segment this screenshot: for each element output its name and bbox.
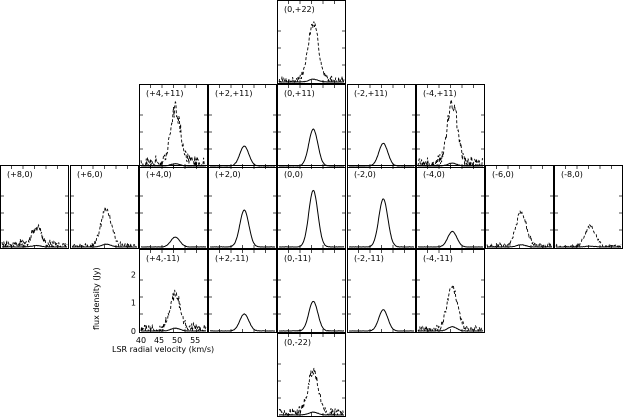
spectrum-panel: (-4,0) xyxy=(416,165,485,249)
spectrum-panel: (+2,+11) xyxy=(208,84,277,168)
scaled-spectrum-line xyxy=(278,367,344,417)
spectrum-panel: (0,-22) xyxy=(277,333,346,417)
x-tick-label: 45 xyxy=(154,336,164,345)
spectrum-line xyxy=(279,300,344,332)
panel-frame xyxy=(347,249,416,333)
spectrum-line xyxy=(141,236,207,248)
spectrum-panel: (+6,0) xyxy=(70,165,139,249)
x-tick-label: 40 xyxy=(136,336,146,345)
spectrum-line xyxy=(209,313,275,332)
spectrum-line xyxy=(279,128,344,167)
panel-position-label: (-4,-11) xyxy=(423,254,453,263)
panel-position-label: (0,+11) xyxy=(284,89,315,98)
scaled-spectrum-line xyxy=(140,100,207,167)
panel-position-label: (+2,0) xyxy=(215,170,241,179)
panel-frame xyxy=(277,249,346,333)
y-axis-title: flux density (Jy) xyxy=(92,267,101,330)
panel-position-label: (0,+22) xyxy=(284,5,315,14)
panel-position-label: (0,-22) xyxy=(284,338,311,347)
scaled-spectrum-line xyxy=(417,283,484,333)
spectrum-panel: (-4,+11) xyxy=(416,84,485,168)
x-tick-label: 55 xyxy=(190,336,200,345)
panel-frame xyxy=(139,165,208,249)
spectrum-panel: (0,+11) xyxy=(277,84,346,168)
spectrum-panel: (-4,-11) xyxy=(416,249,485,333)
spectrum-line xyxy=(349,142,414,167)
spectrum-panel: (+8,0) xyxy=(0,165,69,249)
panel-frame xyxy=(554,165,623,249)
panel-position-label: (-2,0) xyxy=(354,170,376,179)
reference-axes: LSR radial velocity (km/s) flux density … xyxy=(92,267,214,354)
spectrum-panel: (+4,+11) xyxy=(139,84,208,168)
scaled-spectrum-line xyxy=(71,206,137,249)
spectrum-panel: (+4,0) xyxy=(139,165,208,249)
spectrum-line xyxy=(349,198,414,248)
panel-position-label: (+6,0) xyxy=(77,170,103,179)
spectrum-line xyxy=(417,230,483,248)
x-axis-title: LSR radial velocity (km/s) xyxy=(112,345,214,354)
y-tick-label: 0 xyxy=(131,327,136,336)
panel-frame xyxy=(416,165,485,249)
panel-position-label: (-6,0) xyxy=(492,170,514,179)
panel-frame xyxy=(277,0,346,84)
scaled-spectrum-line xyxy=(1,223,68,249)
spectrum-line xyxy=(140,327,206,332)
spectrum-panel: (0,+22) xyxy=(277,0,346,84)
spectrum-line xyxy=(210,145,275,167)
panel-position-label: (+2,+11) xyxy=(215,89,252,98)
spectrum-panel: (+2,0) xyxy=(208,165,277,249)
spectrum-panel: (0,-11) xyxy=(277,249,346,333)
panel-position-label: (-8,0) xyxy=(561,170,583,179)
panel-position-label: (-4,0) xyxy=(423,170,445,179)
y-tick-label: 2 xyxy=(131,270,136,279)
panel-frame xyxy=(277,165,346,249)
scaled-spectrum-line xyxy=(486,210,553,249)
x-tick-label: 50 xyxy=(172,336,182,345)
panel-frame xyxy=(277,333,346,417)
scaled-spectrum-line xyxy=(278,21,345,84)
panel-frame xyxy=(347,165,416,249)
panel-position-label: (-4,+11) xyxy=(423,89,457,98)
panel-position-label: (+4,-11) xyxy=(146,254,180,263)
panel-position-label: (0,-11) xyxy=(284,254,311,263)
panel-frame xyxy=(70,165,139,249)
panel-frame xyxy=(208,165,277,249)
panel-frame xyxy=(0,165,69,249)
panel-frame xyxy=(208,249,277,333)
panel-position-label: (+4,+11) xyxy=(146,89,183,98)
spectrum-panel: (0,0) xyxy=(277,165,346,249)
y-tick-label: 1 xyxy=(131,299,136,308)
spectrum-panel: (+4,-11) xyxy=(139,249,208,333)
panel-frame xyxy=(416,249,485,333)
spectrum-panel: (-2,-11) xyxy=(347,249,416,333)
spectrum-line xyxy=(209,209,275,248)
panel-position-label: (+2,-11) xyxy=(215,254,249,263)
scaled-spectrum-line xyxy=(555,223,622,249)
spectrum-panel: (-2,0) xyxy=(347,165,416,249)
panel-position-label: (0,0) xyxy=(284,170,303,179)
spectrum-line xyxy=(1,244,68,248)
spectrum-line xyxy=(278,189,345,248)
panel-position-label: (+4,0) xyxy=(146,170,172,179)
panel-frame xyxy=(139,249,208,333)
spectrum-panel: (-8,0) xyxy=(554,165,623,249)
panel-position-label: (-2,+11) xyxy=(354,89,388,98)
spectrum-line xyxy=(349,309,414,332)
panel-position-label: (-2,-11) xyxy=(354,254,384,263)
scaled-spectrum-line xyxy=(140,289,207,333)
panel-position-label: (+8,0) xyxy=(7,170,33,179)
scaled-spectrum-line xyxy=(417,99,484,167)
panel-frame xyxy=(485,165,554,249)
spectrum-panel: (-6,0) xyxy=(485,165,554,249)
spectrum-panel: (+2,-11) xyxy=(208,249,277,333)
spectrum-panel: (-2,+11) xyxy=(347,84,416,168)
